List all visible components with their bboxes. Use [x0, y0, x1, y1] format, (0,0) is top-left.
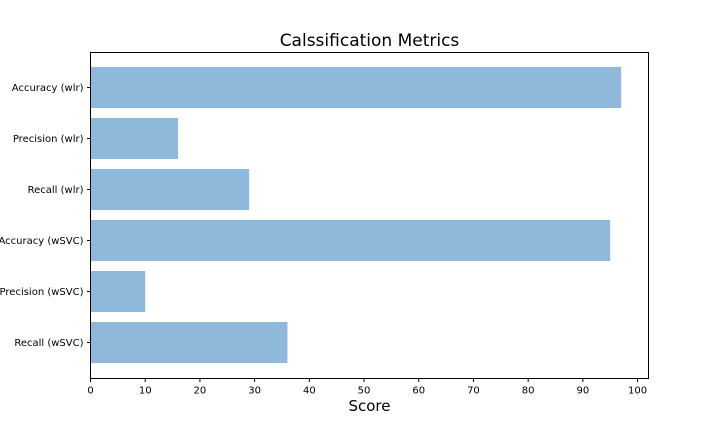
y-tick-label: Precision (wSVC) [0, 287, 84, 298]
x-axis-label: Score [348, 397, 390, 415]
x-tick-label: 30 [248, 386, 261, 397]
x-tick-label: 50 [358, 386, 371, 397]
y-axis: Accuracy (wlr) Precision (wlr) Recall (wlr… [0, 83, 91, 349]
bars-group [90, 67, 622, 363]
bar [90, 271, 146, 312]
x-tick-label: 100 [628, 386, 647, 397]
x-tick-label: 70 [467, 386, 480, 397]
y-tick-label: Precision (wlr) [13, 134, 84, 145]
bar [90, 67, 622, 108]
x-tick-label: 10 [139, 386, 152, 397]
bar [90, 118, 179, 159]
x-tick-label: 60 [412, 386, 425, 397]
plot-frame [90, 52, 649, 379]
y-tick-label: Recall (wSVC) [14, 338, 83, 349]
chart-title: Calssification Metrics [280, 31, 460, 51]
x-tick-label: 40 [303, 386, 316, 397]
bar [90, 220, 611, 261]
x-tick-label: 90 [576, 386, 589, 397]
bar [90, 169, 250, 210]
y-tick-label: Accuracy (wlr) [12, 83, 84, 94]
x-tick-label: 20 [194, 386, 207, 397]
x-axis: 0 10 20 30 40 50 60 70 80 90 100 [87, 378, 647, 397]
x-tick-label: 0 [87, 386, 93, 397]
y-tick-label: Accuracy (wSVC) [0, 236, 84, 247]
x-tick-label: 80 [522, 386, 535, 397]
y-tick-label: Recall (wlr) [28, 185, 84, 196]
bar [90, 322, 288, 363]
